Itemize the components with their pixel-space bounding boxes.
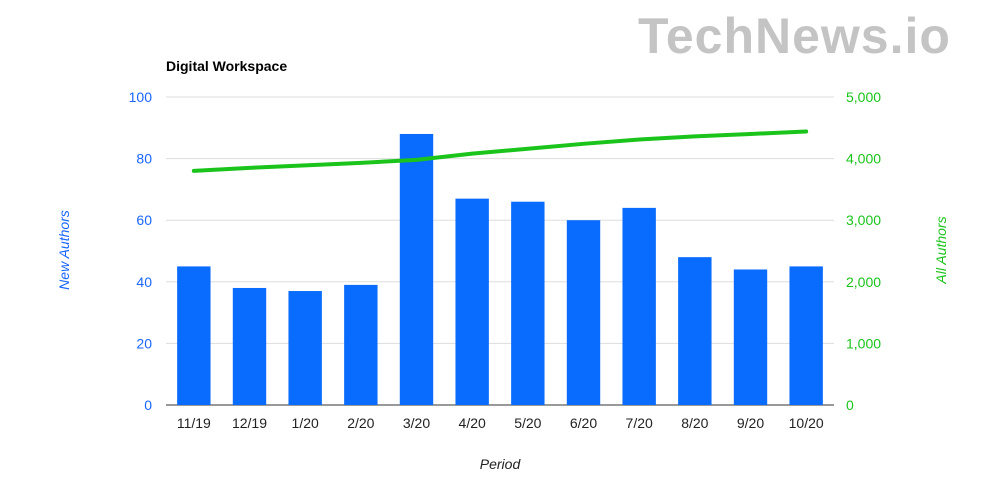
bar-series	[177, 133, 823, 405]
all-authors-line	[191, 129, 809, 173]
bar	[566, 220, 601, 405]
left-tick-label: 20	[136, 335, 152, 351]
right-tick-label: 3,000	[846, 212, 881, 228]
right-tick-label: 1,000	[846, 335, 881, 351]
bar	[344, 284, 378, 405]
right-tick-label: 2,000	[846, 274, 881, 290]
bar	[789, 266, 823, 405]
x-tick-label: 12/19	[232, 415, 267, 431]
left-tick-label: 0	[144, 397, 152, 413]
right-axis-title: All Authors	[933, 216, 949, 284]
right-tick-label: 0	[846, 397, 854, 413]
chart-title: Digital Workspace	[166, 58, 287, 74]
line-series	[191, 129, 809, 173]
x-tick-label: 5/20	[514, 415, 541, 431]
x-tick-label: 6/20	[570, 415, 597, 431]
bar	[622, 207, 656, 405]
x-tick-label: 8/20	[681, 415, 708, 431]
left-tick-label: 60	[136, 212, 152, 228]
x-axis-title: Period	[480, 456, 522, 472]
bar	[733, 269, 768, 405]
bar	[232, 287, 267, 405]
bar	[511, 201, 545, 405]
right-tick-label: 4,000	[846, 151, 881, 167]
x-tick-label: 3/20	[403, 415, 430, 431]
right-tick-label: 5,000	[846, 89, 881, 105]
left-tick-label: 80	[136, 151, 152, 167]
right-axis-ticks: 0 1,000 2,000 3,000 4,000 5,000	[846, 89, 881, 413]
left-tick-label: 100	[129, 89, 153, 105]
bar	[288, 291, 322, 405]
x-tick-label: 4/20	[459, 415, 486, 431]
bar	[455, 198, 489, 405]
x-tick-label: 10/20	[789, 415, 824, 431]
bar	[678, 257, 712, 405]
left-axis-title: New Authors	[56, 210, 72, 290]
x-tick-label: 9/20	[737, 415, 764, 431]
x-tick-label: 11/19	[177, 415, 211, 431]
watermark-logo: TechNews.io	[638, 8, 951, 64]
x-axis-ticks: 11/19 12/19 1/20 2/20 3/20 4/20 5/20 6/20 7/20 8/…	[177, 415, 824, 431]
x-tick-label: 1/20	[292, 415, 319, 431]
left-axis-ticks: 0 20 40 60 80 100	[129, 89, 153, 413]
gridlines	[166, 96, 834, 406]
bar	[399, 133, 434, 405]
x-tick-label: 7/20	[626, 415, 653, 431]
x-tick-label: 2/20	[347, 415, 374, 431]
left-tick-label: 40	[136, 274, 152, 290]
bar	[177, 266, 211, 405]
